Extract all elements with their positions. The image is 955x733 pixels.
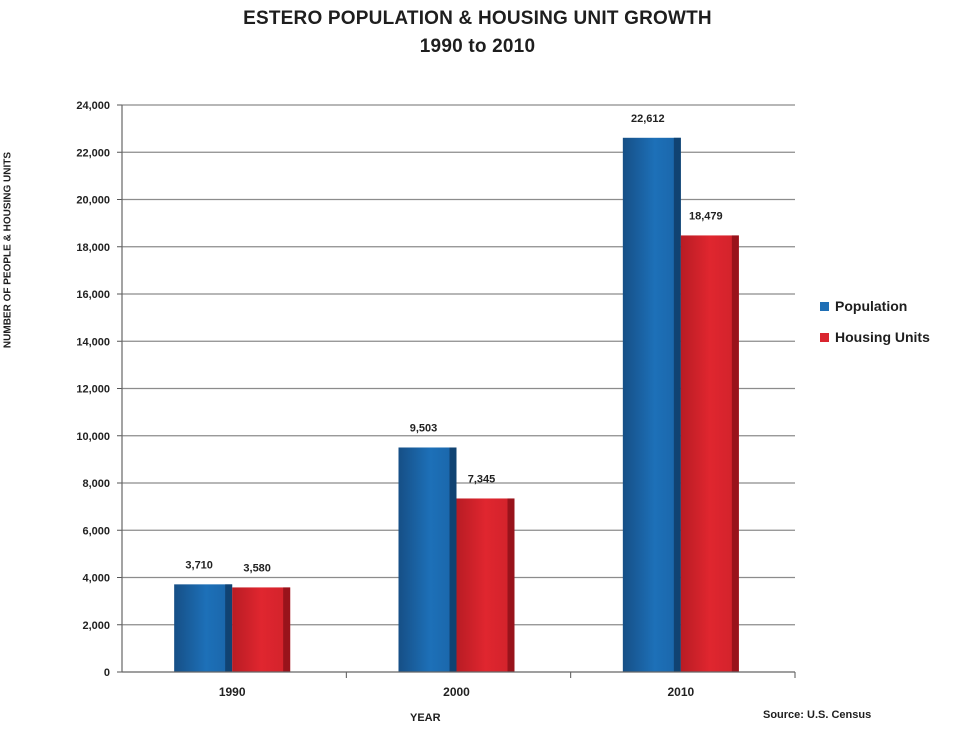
bar-housing-units <box>232 587 291 672</box>
y-axis-ticks: 0 2,000 4,000 6,000 8,000 10,000 12,000 14,000 1… <box>76 100 122 679</box>
bar-side-shade <box>283 587 291 672</box>
y-tick-label: 2,000 <box>82 620 110 632</box>
data-label: 18,479 <box>689 210 723 222</box>
y-tick-label: 8,000 <box>82 478 110 490</box>
y-tick-label: 16,000 <box>76 289 110 301</box>
legend-item-housing-units: Housing Units <box>820 329 930 345</box>
axes <box>121 105 795 673</box>
bar-side-shade <box>731 235 739 672</box>
legend-swatch-population <box>820 301 829 311</box>
legend-label-housing-units: Housing Units <box>835 329 930 345</box>
x-axis-title: YEAR <box>410 712 441 724</box>
chart-title: ESTERO POPULATION & HOUSING UNIT GROWTH <box>243 8 712 29</box>
source-note: Source: U.S. Census <box>763 709 872 721</box>
bar-side-shade <box>507 498 515 672</box>
y-tick-label: 0 <box>104 667 110 679</box>
bar-side-shade <box>673 137 681 672</box>
bar-housing-units <box>680 235 739 672</box>
x-tick-label: 1990 <box>219 685 246 699</box>
legend-item-population: Population <box>820 298 930 314</box>
y-tick-label: 12,000 <box>76 384 110 396</box>
bar-population <box>174 584 233 672</box>
y-axis-title: NUMBER OF PEOPLE & HOUSING UNITS <box>2 151 14 349</box>
y-tick-label: 18,000 <box>76 242 110 254</box>
data-label: 7,345 <box>468 473 496 485</box>
x-axis-ticks: 1990 2000 2010 <box>219 672 796 699</box>
legend: Population Housing Units <box>820 298 930 360</box>
y-tick-label: 6,000 <box>82 525 110 537</box>
bar-side-shade <box>449 447 457 672</box>
bars: 3,710 3,580 9,503 7,345 22,612 18,479 <box>174 113 739 672</box>
data-label: 3,580 <box>243 562 271 574</box>
bar-side-shade <box>225 584 233 672</box>
y-tick-label: 20,000 <box>76 195 110 207</box>
bar-population <box>398 447 457 672</box>
x-tick-label: 2010 <box>667 685 694 699</box>
bar-population <box>622 137 681 672</box>
y-tick-label: 10,000 <box>76 431 110 443</box>
legend-swatch-housing-units <box>820 332 829 342</box>
data-label: 9,503 <box>410 422 438 434</box>
data-label: 3,710 <box>185 559 213 571</box>
bar-housing-units <box>456 498 515 672</box>
data-label: 22,612 <box>631 113 665 125</box>
y-tick-label: 24,000 <box>76 100 110 112</box>
y-tick-label: 22,000 <box>76 147 110 159</box>
y-tick-label: 4,000 <box>82 573 110 585</box>
chart-subtitle: 1990 to 2010 <box>419 36 536 57</box>
legend-label-population: Population <box>835 298 908 314</box>
x-tick-label: 2000 <box>443 685 470 699</box>
y-tick-label: 14,000 <box>76 336 110 348</box>
